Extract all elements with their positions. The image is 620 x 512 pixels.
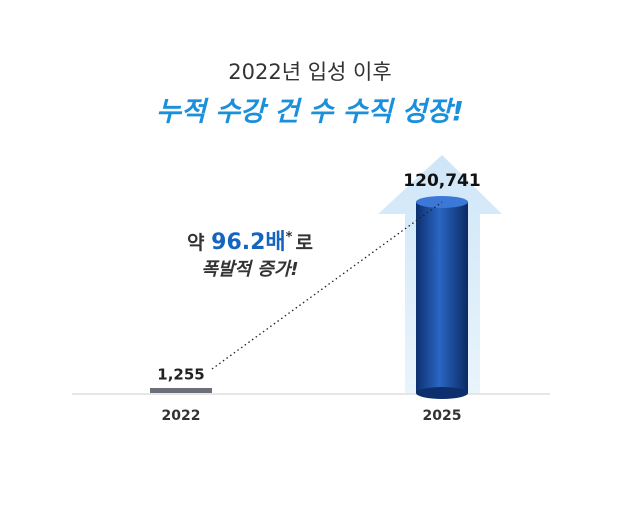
annotation-line2: 폭발적 증가! [201, 259, 298, 280]
annotation-highlight: 96.2배 [211, 230, 286, 255]
annotation: 약 96.2배* 로 [187, 230, 313, 256]
value-label: 120,741 [403, 171, 480, 191]
plot: 2022 1,255 2025 120,741 [150, 171, 481, 424]
annotation-mark: * [286, 230, 293, 245]
x-tick-label: 2022 [162, 408, 201, 424]
bar-bottom [416, 387, 468, 399]
annotation-suffix: 로 [295, 232, 312, 254]
chart-title: 누적 수강 건 수 수직 성장! [156, 97, 464, 128]
annotation-prefix: 약 [187, 232, 205, 254]
subtitle: 2022년 입성 이후 [228, 60, 391, 84]
value-label: 1,255 [157, 366, 204, 384]
x-tick-label: 2025 [423, 408, 462, 424]
bar [416, 202, 468, 393]
bar [150, 388, 212, 393]
